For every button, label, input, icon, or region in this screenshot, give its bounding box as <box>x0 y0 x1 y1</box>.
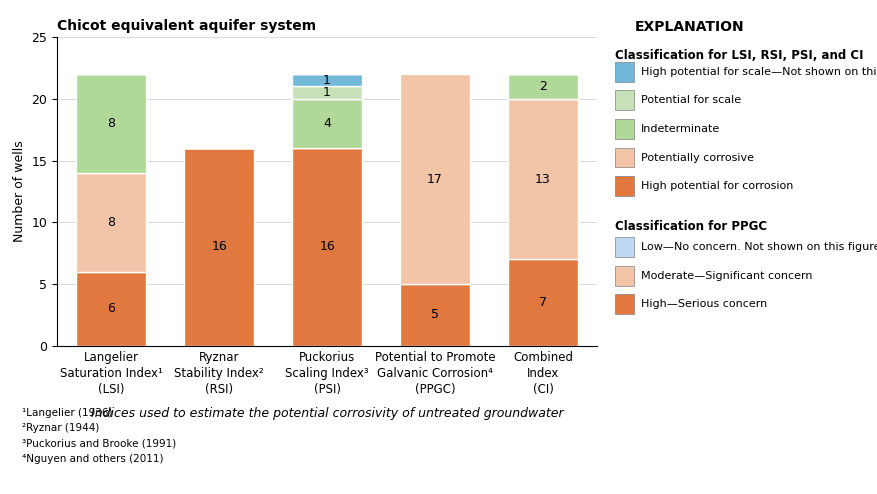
X-axis label: Indices used to estimate the potential corrosivity of untreated groundwater: Indices used to estimate the potential c… <box>90 408 563 420</box>
Y-axis label: Number of wells: Number of wells <box>13 141 26 242</box>
Bar <box>508 259 577 346</box>
Bar <box>292 74 361 86</box>
Text: Indeterminate: Indeterminate <box>640 124 719 134</box>
Text: 13: 13 <box>535 172 550 186</box>
Bar <box>400 284 469 346</box>
Text: Moderate—Significant concern: Moderate—Significant concern <box>640 271 811 281</box>
Bar <box>292 99 361 148</box>
Bar <box>184 148 253 346</box>
Bar <box>508 74 577 99</box>
Text: 1: 1 <box>323 86 331 99</box>
Text: EXPLANATION: EXPLANATION <box>634 20 743 34</box>
Text: Potential for scale: Potential for scale <box>640 95 740 105</box>
Text: High—Serious concern: High—Serious concern <box>640 299 766 309</box>
Bar <box>76 272 146 346</box>
Bar <box>292 148 361 346</box>
Text: Chicot equivalent aquifer system: Chicot equivalent aquifer system <box>57 19 316 33</box>
Text: 8: 8 <box>107 117 115 130</box>
Bar <box>400 74 469 284</box>
Text: 7: 7 <box>538 296 546 309</box>
Text: Classification for LSI, RSI, PSI, and CI: Classification for LSI, RSI, PSI, and CI <box>614 49 862 62</box>
Bar <box>508 99 577 259</box>
Text: 5: 5 <box>431 308 438 322</box>
Text: 2: 2 <box>538 80 546 93</box>
Text: High potential for scale—Not shown on this figure: High potential for scale—Not shown on th… <box>640 67 877 77</box>
Text: 1: 1 <box>323 74 331 87</box>
Bar <box>76 74 146 173</box>
Text: 17: 17 <box>426 172 443 186</box>
Text: Classification for PPGC: Classification for PPGC <box>614 220 766 233</box>
Text: Low—No concern. Not shown on this figure: Low—No concern. Not shown on this figure <box>640 242 877 252</box>
Text: ¹Langelier (1936)
²Ryznar (1944)
³Puckorius and Brooke (1991)
⁴Nguyen and others: ¹Langelier (1936) ²Ryznar (1944) ³Puckor… <box>22 408 176 464</box>
Text: High potential for corrosion: High potential for corrosion <box>640 181 793 191</box>
Text: 4: 4 <box>323 117 331 130</box>
Text: 16: 16 <box>319 241 334 253</box>
Text: Potentially corrosive: Potentially corrosive <box>640 153 753 163</box>
Bar <box>76 173 146 272</box>
Text: 16: 16 <box>211 241 226 253</box>
Text: 6: 6 <box>107 302 115 315</box>
Bar <box>292 86 361 99</box>
Text: 8: 8 <box>107 216 115 229</box>
